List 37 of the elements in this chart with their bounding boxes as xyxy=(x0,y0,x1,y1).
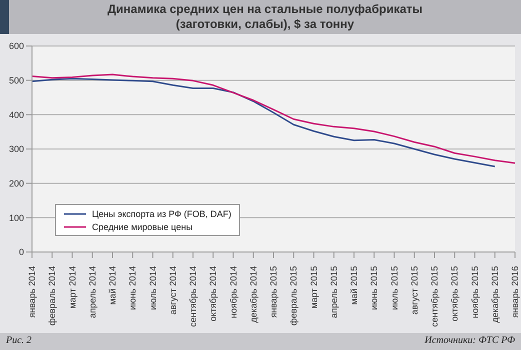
x-tick-label: июнь 2014 xyxy=(128,266,138,310)
chart-title: Динамика средних цен на стальные полуфабрикаты (заготовки, слабы), $ за тонну xyxy=(0,0,521,34)
legend-label: Средние мировые цены xyxy=(92,222,193,232)
y-tick-label: 400 xyxy=(8,110,24,120)
x-tick-label: февраль 2015 xyxy=(288,266,299,326)
x-tick-label: январь 2014 xyxy=(27,266,37,318)
x-tick-label: август 2014 xyxy=(168,266,178,315)
x-tick-label: март 2014 xyxy=(67,266,78,309)
x-tick-label: апрель 2015 xyxy=(328,266,339,318)
x-tick-label: сентябрь 2014 xyxy=(188,266,198,327)
x-tick-label: июль 2014 xyxy=(148,266,158,310)
x-tick-label: сентябрь 2015 xyxy=(430,266,440,327)
legend-label: Цены экспорта из РФ (FOB, DAF) xyxy=(92,208,232,218)
y-tick-label: 200 xyxy=(8,178,24,189)
x-tick-label: февраль 2014 xyxy=(47,266,58,326)
x-tick-label: декабрь 2014 xyxy=(248,266,258,323)
x-tick-label: ноябрь 2015 xyxy=(470,266,480,318)
text: Источники: ФТС РФ xyxy=(424,335,515,346)
y-tick-label: 300 xyxy=(8,144,24,154)
x-tick-label: июль 2015 xyxy=(389,266,400,310)
y-tick-label: 600 xyxy=(8,41,24,52)
x-tick-label: май 2015 xyxy=(349,266,359,305)
y-tick-label: 100 xyxy=(8,212,24,223)
x-tick-label: май 2014 xyxy=(108,266,118,305)
x-tick-label: декабрь 2015 xyxy=(490,266,500,323)
y-tick-label: 500 xyxy=(8,76,24,86)
x-tick-label: август 2015 xyxy=(409,266,420,315)
x-tick-label: октябрь 2014 xyxy=(208,266,218,322)
x-tick-label: январь 2016 xyxy=(510,266,520,318)
x-tick-label: ноябрь 2014 xyxy=(228,266,238,318)
x-tick-label: июнь 2015 xyxy=(369,266,380,310)
x-tick-label: январь 2015 xyxy=(268,266,278,318)
x-tick-label: апрель 2014 xyxy=(87,266,98,318)
y-tick-label: 0 xyxy=(18,247,24,258)
x-tick-label: март 2015 xyxy=(308,266,319,309)
text: Рис. 2 xyxy=(6,335,32,346)
x-tick-label: октябрь 2015 xyxy=(450,266,460,322)
